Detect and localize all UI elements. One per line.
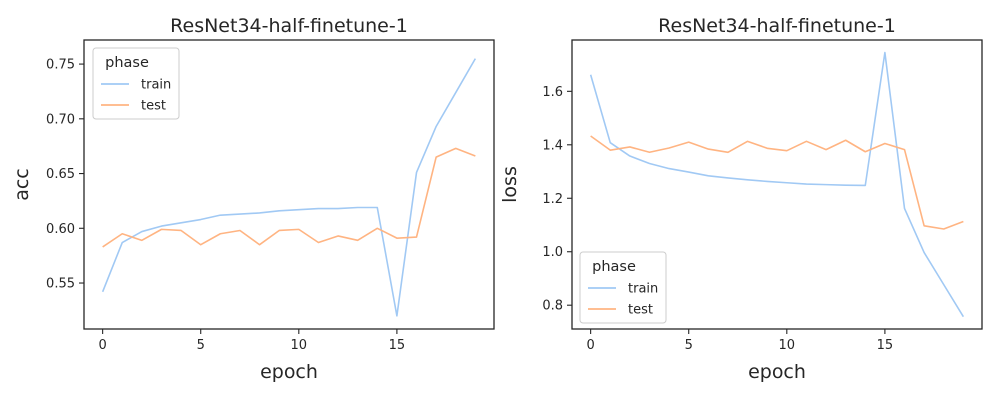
acc-legend-label-train: train: [141, 78, 171, 93]
loss-x-axis-label: epoch: [748, 361, 806, 383]
acc-x-axis-label: epoch: [260, 361, 318, 383]
acc-legend: phase train test: [92, 47, 180, 120]
acc-legend-title: phase: [105, 55, 149, 71]
acc-y-axis-label: acc: [11, 168, 33, 201]
acc-x-tick-label: 0: [98, 338, 106, 353]
acc-y-tick-label: 0.75: [46, 58, 75, 73]
loss-chart-title: ResNet34-half-finetune-1: [658, 15, 896, 37]
loss-chart: 0 5 10 15 0.8 1.0 1.2 1.4 1.6 ResNet34-half-finet…: [499, 15, 983, 383]
acc-x-tick-label: 10: [291, 338, 308, 353]
acc-chart-title: ResNet34-half-finetune-1: [170, 15, 408, 37]
loss-y-tick-label: 1.2: [542, 192, 563, 207]
loss-y-tick-label: 1.4: [542, 138, 563, 153]
loss-x-tick-label: 10: [779, 338, 796, 353]
acc-y-tick-label: 0.65: [46, 167, 75, 182]
loss-y-tick-label: 1.0: [542, 245, 563, 260]
acc-y-tick-label: 0.60: [46, 222, 75, 237]
loss-x-tick-label: 15: [877, 338, 894, 353]
acc-x-tick-label: 5: [197, 338, 205, 353]
acc-legend-box: [92, 47, 180, 120]
acc-y-tick-label: 0.70: [46, 112, 75, 127]
loss-series-train-line: [589, 51, 965, 318]
loss-legend: phase train test: [579, 251, 667, 324]
loss-plot-frame: [571, 39, 983, 330]
loss-legend-box: [579, 251, 667, 324]
acc-chart: 0 5 10 15 0.55 0.60 0.65 0.70 0.75 ResNet34-half-…: [11, 15, 495, 383]
acc-y-tick-label: 0.55: [46, 277, 75, 292]
acc-plot-frame: [83, 39, 495, 330]
acc-series-train-line: [101, 58, 477, 317]
loss-x-tick-label: 0: [586, 338, 594, 353]
acc-legend-label-test: test: [141, 99, 166, 114]
loss-x-tick-label: 5: [685, 338, 693, 353]
loss-y-tick-label: 1.6: [542, 85, 563, 100]
loss-y-axis-label: loss: [499, 166, 521, 203]
loss-legend-label-train: train: [628, 282, 658, 297]
loss-y-tick-label: 0.8: [542, 299, 563, 314]
acc-series-test-line: [102, 147, 476, 248]
loss-series-test-line: [590, 135, 964, 230]
loss-legend-title: phase: [592, 259, 636, 275]
loss-legend-label-test: test: [628, 303, 653, 318]
acc-x-tick-label: 15: [389, 338, 406, 353]
